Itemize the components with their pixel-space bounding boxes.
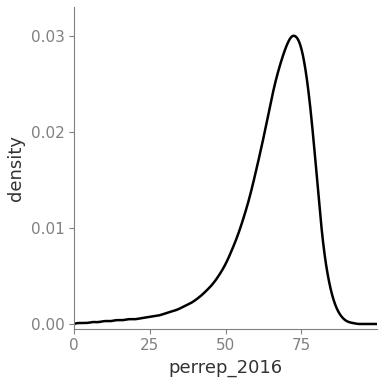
Y-axis label: density: density [7,135,25,201]
X-axis label: perrep_2016: perrep_2016 [169,359,283,377]
